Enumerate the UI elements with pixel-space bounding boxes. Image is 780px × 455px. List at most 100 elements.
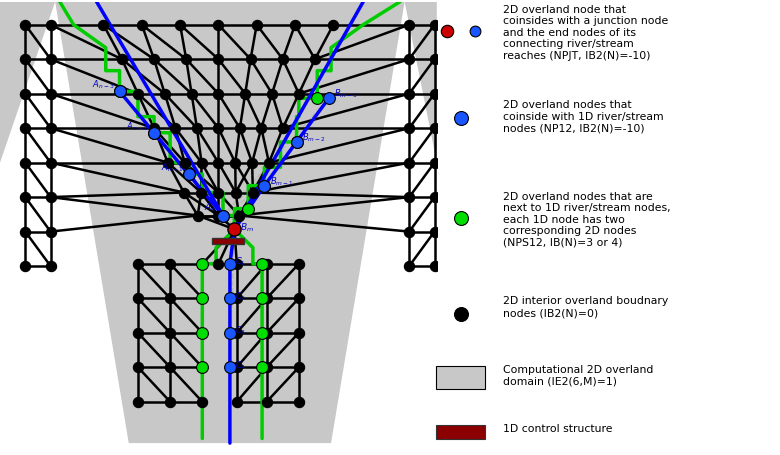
Point [327, 22, 339, 29]
Point [158, 91, 171, 98]
Point [290, 139, 303, 146]
Point [180, 56, 193, 64]
Point [217, 212, 229, 220]
Point [147, 130, 160, 137]
Text: $A_n$: $A_n$ [204, 202, 216, 214]
Point [164, 329, 176, 337]
Point [224, 295, 236, 302]
Point [132, 364, 144, 371]
Point [428, 22, 441, 29]
Text: $B_m$: $B_m$ [240, 221, 254, 233]
Point [289, 22, 301, 29]
Polygon shape [55, 3, 405, 443]
Text: $C_3$: $C_3$ [236, 324, 246, 337]
Point [403, 125, 416, 132]
Point [454, 310, 466, 318]
Bar [211, 239, 243, 245]
Point [231, 364, 243, 371]
Point [196, 329, 208, 337]
Point [403, 194, 416, 201]
Text: 2D interior overland boudnary
nodes (IB2(N)=0): 2D interior overland boudnary nodes (IB2… [503, 296, 668, 317]
Point [256, 261, 268, 268]
Point [229, 160, 242, 167]
Point [244, 56, 257, 64]
Point [196, 261, 208, 268]
Point [183, 171, 195, 178]
Point [44, 56, 57, 64]
Point [212, 56, 225, 64]
Point [258, 182, 271, 190]
Point [277, 125, 289, 132]
Point [403, 56, 416, 64]
Text: $B_{m-1}$: $B_{m-1}$ [270, 175, 294, 187]
Point [256, 329, 268, 337]
Point [255, 125, 268, 132]
Point [196, 295, 208, 302]
Point [242, 206, 254, 213]
Point [195, 189, 207, 197]
Point [234, 125, 246, 132]
Point [44, 194, 57, 201]
Point [233, 212, 246, 220]
Point [212, 160, 225, 167]
Point [186, 91, 198, 98]
Point [246, 189, 259, 197]
Point [292, 398, 305, 405]
Point [263, 160, 275, 167]
Point [256, 364, 268, 371]
Point [277, 56, 289, 64]
Point [261, 295, 273, 302]
Point [441, 28, 453, 35]
Point [212, 261, 225, 268]
Bar [436, 425, 485, 439]
Point [403, 228, 416, 236]
Point [403, 160, 416, 167]
Text: $A_{n-3}$: $A_{n-3}$ [91, 79, 114, 91]
Point [132, 295, 144, 302]
Point [195, 160, 207, 167]
Point [19, 228, 31, 236]
Point [224, 329, 236, 337]
Point [229, 226, 241, 233]
Point [132, 398, 144, 405]
Point [261, 329, 273, 337]
Point [428, 56, 441, 64]
Point [224, 261, 236, 268]
Point [217, 212, 229, 220]
Point [261, 364, 273, 371]
Point [212, 125, 225, 132]
Point [261, 398, 273, 405]
Point [147, 130, 160, 137]
Point [19, 194, 31, 201]
Point [231, 398, 243, 405]
Point [229, 189, 242, 197]
Text: $B_{m-2}$: $B_{m-2}$ [302, 131, 326, 144]
Text: $C_4$: $C_4$ [236, 359, 246, 371]
Polygon shape [405, 3, 437, 163]
Point [428, 263, 441, 270]
Point [98, 22, 110, 29]
Text: 1D control structure: 1D control structure [503, 423, 612, 433]
Point [44, 160, 57, 167]
Point [169, 125, 182, 132]
Point [212, 212, 225, 220]
Point [147, 125, 160, 132]
Point [454, 115, 466, 122]
Point [403, 91, 416, 98]
Point [191, 212, 204, 220]
Point [403, 263, 416, 270]
Point [231, 329, 243, 337]
Text: $C_1$: $C_1$ [236, 255, 246, 268]
Point [413, 28, 425, 35]
Text: $A_{n-2}$: $A_{n-2}$ [126, 120, 148, 132]
Point [19, 160, 31, 167]
Point [261, 261, 273, 268]
Point [147, 56, 160, 64]
Point [44, 125, 57, 132]
Point [190, 125, 203, 132]
Point [136, 22, 148, 29]
Point [113, 89, 126, 96]
Text: 2D overland node that
coinsides with a junction node
and the end nodes of its
co: 2D overland node that coinsides with a j… [503, 5, 668, 61]
Point [196, 329, 208, 337]
Text: 2D overland nodes that are
next to 1D river/stream nodes,
each 1D node has two
c: 2D overland nodes that are next to 1D ri… [503, 191, 670, 248]
